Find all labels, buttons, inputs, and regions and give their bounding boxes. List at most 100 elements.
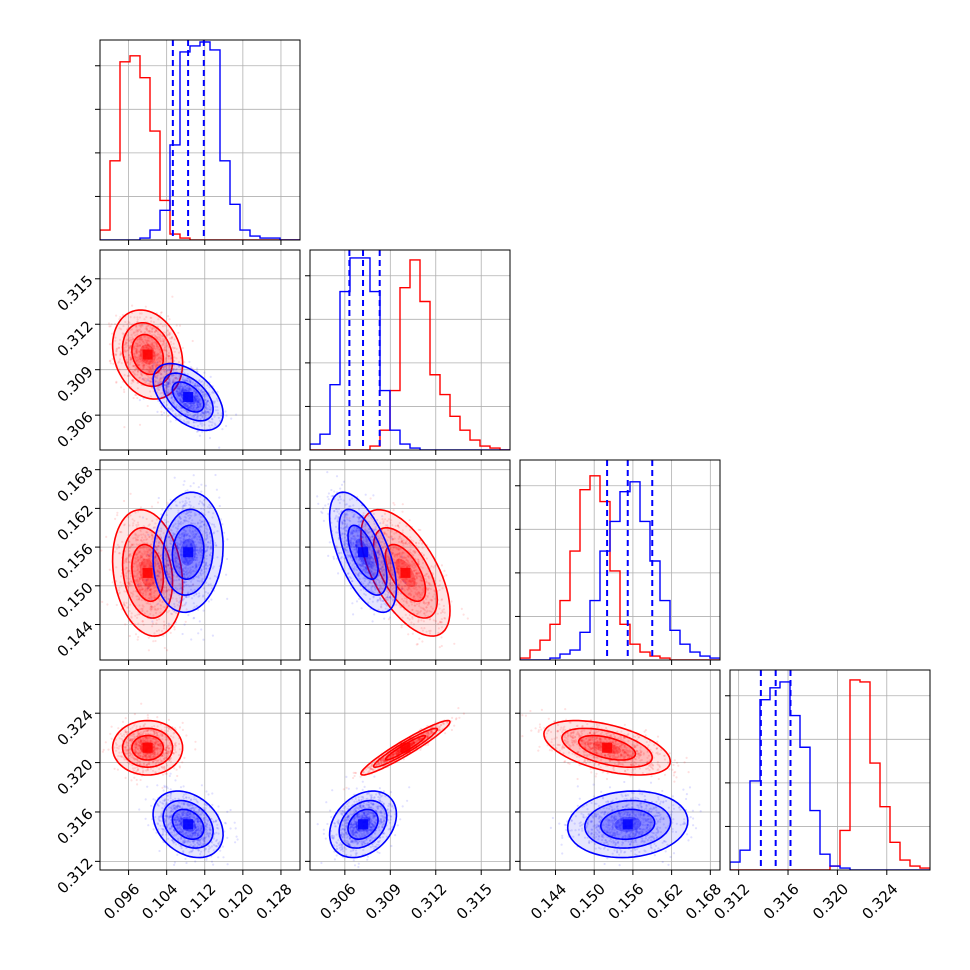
scatter-point <box>160 311 163 314</box>
scatter-point <box>179 389 182 392</box>
scatter-point <box>136 396 139 400</box>
scatter-point <box>161 508 164 511</box>
scatter-point <box>176 392 179 396</box>
scatter-point <box>115 353 118 356</box>
scatter-point <box>139 348 142 351</box>
scatter-point <box>138 354 141 358</box>
scatter-point <box>173 338 176 341</box>
scatter-point <box>175 406 178 409</box>
scatter-point <box>188 413 192 416</box>
scatter-point <box>135 393 138 397</box>
scatter-point <box>164 324 167 327</box>
scatter-point <box>147 344 151 347</box>
scatter-point <box>164 359 167 362</box>
scatter-point <box>146 560 149 564</box>
scatter-point <box>186 489 189 492</box>
scatter-point <box>142 397 145 400</box>
scatter-point <box>183 361 186 364</box>
scatter-point <box>167 315 170 318</box>
scatter-point <box>213 401 216 404</box>
scatter-point <box>317 502 320 505</box>
scatter-point <box>168 318 171 321</box>
scatter-point <box>170 400 173 403</box>
scatter-point <box>194 385 197 388</box>
scatter-point <box>205 401 208 404</box>
scatter-point <box>182 376 185 379</box>
scatter-point <box>149 345 152 348</box>
scatter-point <box>169 370 173 373</box>
scatter-point <box>150 347 153 350</box>
scatter-point <box>158 363 161 366</box>
scatter-point <box>134 331 137 334</box>
scatter-point <box>173 386 176 390</box>
scatter-point <box>218 446 221 449</box>
scatter-point <box>163 646 166 650</box>
scatter-point <box>187 380 190 383</box>
scatter-point <box>135 352 138 355</box>
scatter-point <box>121 313 124 317</box>
scatter-point <box>124 623 127 626</box>
scatter-point <box>154 364 157 367</box>
scatter-point <box>149 330 152 333</box>
scatter-point <box>142 359 145 362</box>
scatter-point <box>138 337 141 340</box>
scatter-point <box>197 385 200 388</box>
scatter-point <box>141 378 144 381</box>
scatter-point <box>185 390 188 393</box>
scatter-point <box>194 384 197 387</box>
scatter-point <box>168 393 171 396</box>
scatter-point <box>181 389 184 392</box>
scatter-point <box>198 434 201 437</box>
scatter-point <box>166 390 170 393</box>
scatter-point <box>169 498 172 501</box>
scatter-point <box>193 414 196 417</box>
scatter-point <box>177 413 181 416</box>
scatter-point <box>204 415 207 418</box>
scatter-point <box>195 399 198 402</box>
scatter-point <box>145 359 148 362</box>
scatter-point <box>154 355 157 358</box>
scatter-point <box>128 555 131 558</box>
scatter-point <box>135 344 138 348</box>
scatter-point <box>143 379 146 382</box>
scatter-point <box>154 563 158 566</box>
scatter-point <box>165 386 169 389</box>
scatter-point <box>178 391 181 394</box>
scatter-point <box>154 555 157 558</box>
scatter-point <box>176 387 179 390</box>
scatter-point <box>196 383 199 387</box>
y-tick-label: 0.150 <box>54 579 97 622</box>
scatter-point <box>149 368 152 371</box>
scatter-point <box>181 370 184 373</box>
scatter-point <box>171 381 174 384</box>
scatter-point <box>179 383 182 386</box>
scatter-point <box>150 367 153 370</box>
scatter-point <box>186 373 189 376</box>
scatter-point <box>128 336 131 339</box>
scatter-point <box>158 388 161 391</box>
scatter-point <box>166 649 169 652</box>
scatter-point <box>177 385 180 388</box>
scatter-point <box>186 420 189 423</box>
scatter-point <box>136 565 139 569</box>
scatter-point <box>166 330 169 333</box>
scatter-point <box>132 346 135 349</box>
scatter-point <box>196 400 199 403</box>
scatter-point <box>189 404 192 407</box>
scatter-point <box>140 556 143 559</box>
scatter-point <box>195 397 198 400</box>
scatter-point <box>167 624 171 627</box>
scatter-point <box>196 405 199 408</box>
scatter-point <box>179 374 182 378</box>
scatter-point <box>149 360 152 363</box>
scatter-point <box>151 364 154 367</box>
scatter-point <box>177 365 181 368</box>
scatter-point <box>184 378 187 381</box>
scatter-point <box>199 405 202 409</box>
scatter-point <box>200 410 203 413</box>
scatter-point <box>130 382 133 385</box>
scatter-point <box>124 320 127 324</box>
scatter-point <box>147 375 150 378</box>
scatter-point <box>209 420 212 424</box>
scatter-point <box>150 565 153 568</box>
